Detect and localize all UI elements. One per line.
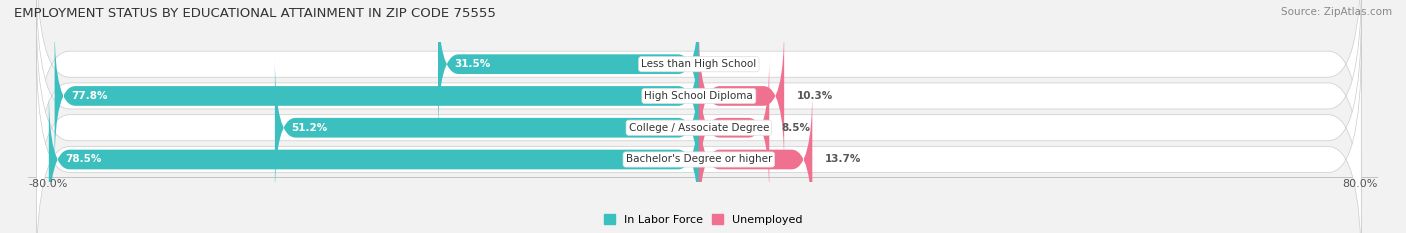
Text: Less than High School: Less than High School — [641, 59, 756, 69]
Text: 78.5%: 78.5% — [66, 154, 101, 164]
FancyBboxPatch shape — [699, 26, 785, 165]
Text: 77.8%: 77.8% — [72, 91, 108, 101]
Text: 0.0%: 0.0% — [711, 59, 741, 69]
FancyBboxPatch shape — [55, 26, 699, 165]
Text: 13.7%: 13.7% — [825, 154, 860, 164]
FancyBboxPatch shape — [49, 90, 699, 229]
FancyBboxPatch shape — [276, 58, 699, 197]
FancyBboxPatch shape — [37, 0, 1361, 178]
FancyBboxPatch shape — [439, 0, 699, 134]
Text: Source: ZipAtlas.com: Source: ZipAtlas.com — [1281, 7, 1392, 17]
FancyBboxPatch shape — [699, 90, 813, 229]
Text: -80.0%: -80.0% — [28, 179, 67, 189]
Text: 8.5%: 8.5% — [782, 123, 811, 133]
FancyBboxPatch shape — [37, 0, 1361, 210]
Text: 80.0%: 80.0% — [1343, 179, 1378, 189]
FancyBboxPatch shape — [37, 45, 1361, 233]
Legend: In Labor Force, Unemployed: In Labor Force, Unemployed — [599, 210, 807, 229]
FancyBboxPatch shape — [37, 14, 1361, 233]
Text: EMPLOYMENT STATUS BY EDUCATIONAL ATTAINMENT IN ZIP CODE 75555: EMPLOYMENT STATUS BY EDUCATIONAL ATTAINM… — [14, 7, 496, 20]
FancyBboxPatch shape — [699, 58, 769, 197]
Text: Bachelor's Degree or higher: Bachelor's Degree or higher — [626, 154, 772, 164]
Text: High School Diploma: High School Diploma — [644, 91, 754, 101]
Text: 31.5%: 31.5% — [454, 59, 491, 69]
Text: 10.3%: 10.3% — [797, 91, 832, 101]
Text: College / Associate Degree: College / Associate Degree — [628, 123, 769, 133]
Text: 51.2%: 51.2% — [291, 123, 328, 133]
